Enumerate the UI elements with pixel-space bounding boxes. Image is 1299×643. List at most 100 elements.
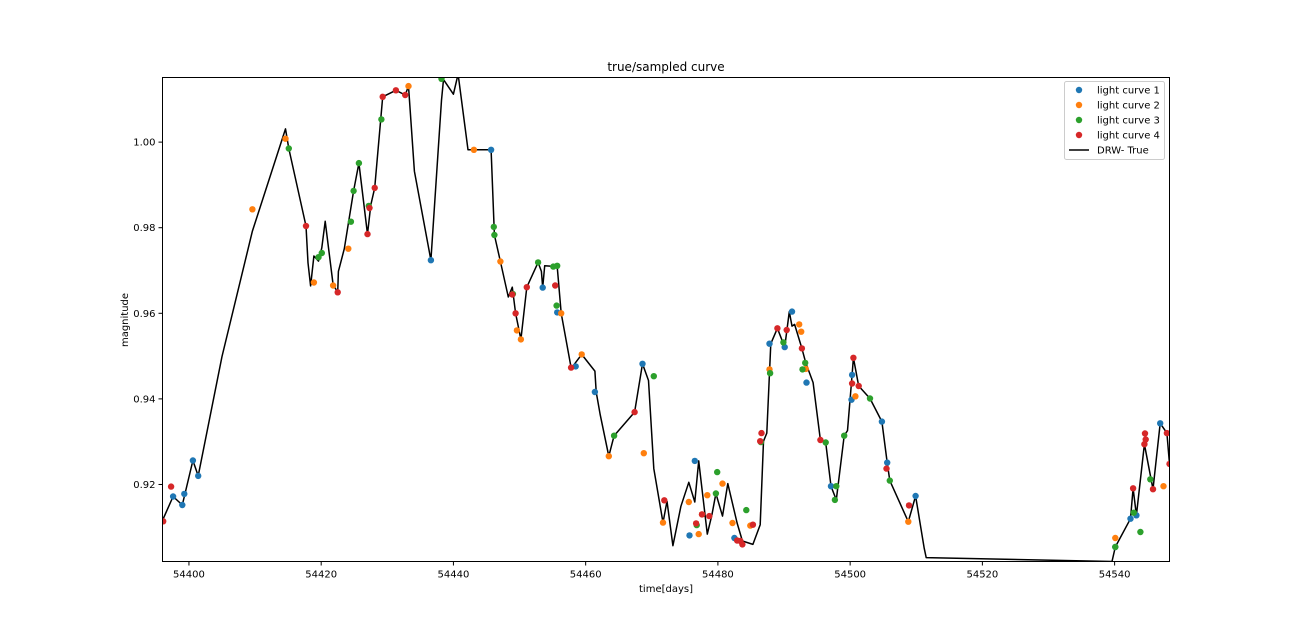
light-curve-3-point bbox=[355, 159, 363, 167]
x-tick-label: 54400 bbox=[173, 570, 205, 581]
light-curve-3-point bbox=[712, 490, 720, 497]
legend-label: light curve 1 bbox=[1097, 86, 1160, 97]
legend-label: light curve 2 bbox=[1097, 101, 1160, 112]
light-curve-4-point bbox=[749, 521, 757, 528]
light-curve-4-point bbox=[509, 291, 516, 298]
light-curve-2-point bbox=[798, 328, 805, 335]
light-curve-1-point bbox=[539, 284, 546, 291]
light-curve-4-point bbox=[1129, 485, 1137, 492]
light-curve-2-point bbox=[685, 498, 692, 506]
x-tick-label: 54440 bbox=[438, 570, 470, 581]
x-tick-label: 54520 bbox=[966, 570, 998, 581]
light-curve-2-point bbox=[659, 519, 667, 526]
light-curve-1-point bbox=[803, 379, 810, 386]
light-curve-3-point bbox=[799, 366, 806, 373]
light-curve-4-point bbox=[758, 429, 765, 437]
light-curve-4-point bbox=[392, 87, 400, 94]
light-curve-3-point bbox=[553, 302, 560, 309]
light-curve-4-point bbox=[552, 282, 559, 289]
light-curve-4-point bbox=[739, 541, 746, 548]
legend-marker-2 bbox=[1075, 101, 1083, 109]
light-curve-4-point bbox=[567, 364, 575, 371]
light-curve-3-point bbox=[285, 145, 292, 152]
light-curve-2-point bbox=[640, 450, 647, 457]
light-curve-3-point bbox=[554, 262, 561, 269]
light-curve-2-point bbox=[796, 321, 803, 328]
light-curve-1-point bbox=[878, 418, 886, 425]
light-curve-4-point bbox=[379, 93, 386, 101]
light-curve-1-point bbox=[788, 308, 796, 315]
light-curve-2-point bbox=[695, 530, 702, 538]
light-curve-1-point bbox=[884, 459, 891, 466]
light-curve-3-point bbox=[490, 223, 497, 231]
light-curve-2-point bbox=[578, 351, 585, 358]
light-curve-4-point bbox=[698, 511, 706, 518]
light-curve-3-point bbox=[378, 116, 385, 123]
light-curve-4-point bbox=[757, 438, 764, 445]
light-curve-3-point bbox=[822, 439, 829, 446]
x-tick-label: 54540 bbox=[1099, 570, 1131, 581]
light-curve-3-point bbox=[534, 259, 542, 266]
light-curve-4-point bbox=[364, 230, 371, 238]
light-curve-3-point bbox=[766, 370, 774, 377]
light-curve-3-point bbox=[1112, 543, 1119, 551]
legend-label: DRW- True bbox=[1097, 146, 1149, 157]
legend-label: light curve 3 bbox=[1097, 116, 1160, 127]
light-curve-2-point bbox=[310, 279, 318, 286]
light-curve-3-point bbox=[438, 77, 445, 82]
legend-marker-3 bbox=[1075, 116, 1083, 124]
light-curve-4-point bbox=[855, 382, 862, 390]
light-curve-3-point bbox=[886, 477, 893, 484]
y-tick-label: 0.94 bbox=[133, 394, 155, 405]
light-curve-4-point bbox=[798, 345, 806, 352]
light-curve-1-point bbox=[686, 532, 693, 539]
light-curve-3-point bbox=[1137, 528, 1144, 536]
light-curve-1-point bbox=[189, 457, 197, 464]
y-axis-label: magnitude bbox=[120, 293, 131, 347]
light-curve-2-point bbox=[558, 310, 565, 317]
light-curve-1-point bbox=[691, 457, 698, 465]
y-tick-label: 0.98 bbox=[133, 223, 155, 234]
light-curve-4-point bbox=[692, 520, 700, 527]
light-curve-3-point bbox=[831, 496, 839, 504]
light-curve-4-point bbox=[817, 436, 824, 444]
legend-marker-1 bbox=[1075, 86, 1083, 94]
light-curve-2-point bbox=[405, 82, 412, 90]
legend-marker-4 bbox=[1075, 131, 1083, 139]
sample-points-layer bbox=[162, 77, 1170, 551]
light-curve-4-point bbox=[523, 284, 530, 291]
light-curve-3-point bbox=[743, 506, 750, 514]
light-curve-1-point bbox=[179, 501, 186, 509]
y-tick-label: 0.92 bbox=[133, 480, 155, 491]
light-curve-1-point bbox=[1157, 420, 1164, 427]
light-curve-4-point bbox=[848, 380, 856, 387]
light-curve-4-point bbox=[334, 289, 341, 296]
x-axis-label: time[days] bbox=[639, 584, 693, 595]
light-curve-3-point bbox=[802, 359, 809, 367]
light-curve-2-point bbox=[329, 282, 337, 289]
light-curve-3-point bbox=[841, 432, 848, 439]
light-curve-2-point bbox=[1112, 534, 1119, 542]
x-tick-label: 54420 bbox=[305, 570, 337, 581]
light-curve-4-point bbox=[302, 222, 310, 230]
light-curve-4-point bbox=[162, 518, 167, 525]
light-curve-4-point bbox=[661, 497, 668, 504]
plot-area bbox=[162, 77, 1170, 562]
light-curve-2-point bbox=[719, 480, 726, 487]
light-curve-3-point bbox=[318, 249, 325, 257]
y-tick-label: 1.00 bbox=[133, 138, 155, 149]
light-curve-4-point bbox=[706, 512, 713, 520]
light-curve-2-point bbox=[517, 336, 525, 343]
light-curve-2-point bbox=[513, 327, 521, 334]
light-curve-4-point bbox=[167, 483, 175, 490]
light-curve-3-point bbox=[714, 468, 721, 476]
light-curve-3-point bbox=[1130, 509, 1138, 516]
light-curve-1-point bbox=[195, 472, 202, 480]
drw-true-line bbox=[162, 77, 1170, 562]
plot-frame bbox=[162, 77, 1170, 562]
light-curve-2-point bbox=[605, 453, 612, 460]
light-curve-4-point bbox=[1142, 436, 1149, 443]
light-curve-1-point bbox=[766, 340, 773, 347]
light-curve-4-point bbox=[850, 354, 857, 361]
